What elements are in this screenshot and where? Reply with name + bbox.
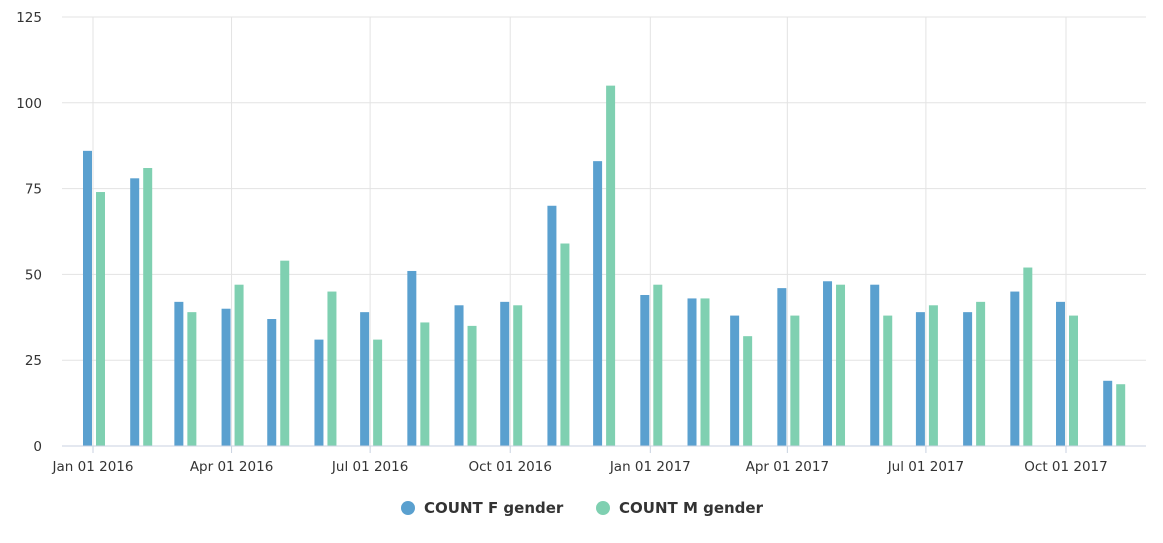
bar-f[interactable] [83,150,92,446]
x-tick-label: Apr 01 2017 [746,459,829,475]
bar-f[interactable] [1056,301,1065,446]
bar-f[interactable] [267,319,277,446]
y-tick-label: 75 [25,182,42,198]
bar-m[interactable] [420,322,430,446]
bar-f[interactable] [915,312,925,446]
bar-m[interactable] [143,168,153,446]
bar-m[interactable] [700,298,710,446]
y-tick-label: 0 [33,439,42,455]
legend-item-m[interactable]: COUNT M gender [596,499,764,517]
bar-m[interactable] [467,325,477,446]
bar-f[interactable] [1010,291,1020,446]
x-tick-label: Jan 01 2016 [52,459,134,475]
bar-m[interactable] [560,243,570,446]
legend-item-f[interactable]: COUNT F gender [401,499,564,517]
bar-m[interactable] [928,305,938,446]
bar-f[interactable] [1103,380,1113,446]
bar-f[interactable] [221,308,231,446]
bar-f[interactable] [777,288,787,446]
x-tick-label: Jan 01 2017 [609,459,691,475]
y-tick-label: 100 [16,96,42,112]
legend-label: COUNT M gender [619,499,764,517]
bar-f[interactable] [547,205,557,446]
bar-f[interactable] [823,281,833,446]
y-tick-label: 125 [16,10,42,26]
bar-f[interactable] [593,161,603,447]
legend-label: COUNT F gender [424,499,564,517]
y-tick-label: 50 [25,267,42,283]
bar-f[interactable] [130,178,140,446]
x-axis-ticks: Jan 01 2016 Apr 01 2016 Jul 01 2016 Oct 01 … [52,446,1108,475]
bar-f[interactable] [500,301,510,446]
bar-f[interactable] [407,270,417,446]
bar-m[interactable] [606,85,616,446]
bar-f[interactable] [730,315,740,446]
legend-swatch [596,501,610,515]
bar-f[interactable] [687,298,697,446]
bar-f[interactable] [314,339,324,446]
x-tick-label: Oct 01 2016 [468,459,551,475]
x-tick-label: Oct 01 2017 [1024,459,1107,475]
y-axis-ticks: 0 25 50 75 100 125 [16,10,42,455]
bar-m[interactable] [1023,267,1033,446]
bar-m[interactable] [976,301,986,446]
bar-m[interactable] [327,291,337,446]
bar-f[interactable] [963,312,973,446]
x-tick-label: Jul 01 2016 [331,459,408,475]
grid [62,16,1146,446]
bar-m[interactable] [187,312,197,446]
bar-m[interactable] [96,192,105,446]
bar-m[interactable] [280,260,290,446]
bar-f[interactable] [870,284,880,446]
bar-m[interactable] [513,305,523,446]
bar-m[interactable] [1116,384,1126,446]
bar-f[interactable] [454,305,464,446]
x-tick-label: Jul 01 2017 [887,459,964,475]
bar-f[interactable] [360,312,370,446]
bar-m[interactable] [836,284,846,446]
x-tick-label: Apr 01 2016 [190,459,273,475]
bar-m[interactable] [234,284,244,446]
bar-m[interactable] [653,284,663,446]
bar-m[interactable] [1069,315,1078,446]
bar-m[interactable] [790,315,800,446]
bar-f[interactable] [640,294,650,446]
legend-swatch [401,501,415,515]
legend: COUNT F gender COUNT M gender [401,499,764,517]
bar-f[interactable] [174,301,184,446]
bar-m[interactable] [373,339,383,446]
y-tick-label: 25 [25,353,42,369]
bars [83,85,1126,447]
bar-m[interactable] [883,315,893,446]
bar-m[interactable] [743,336,753,446]
